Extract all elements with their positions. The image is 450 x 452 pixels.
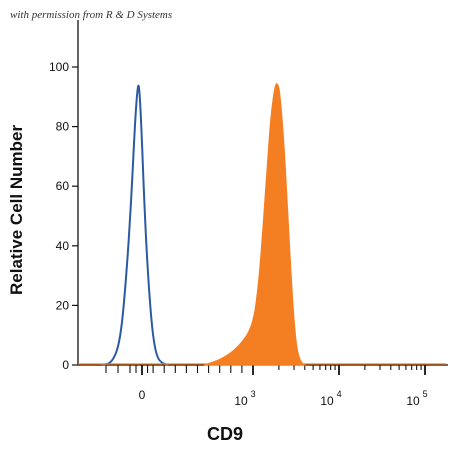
y-tick-label: 40 (56, 239, 70, 253)
x-axis-label: CD9 (206, 424, 243, 444)
y-tick-label: 20 (56, 298, 70, 312)
x-tick-label: 0 (139, 388, 146, 402)
x-tick-label: 10 3 (234, 389, 255, 408)
y-tick-label: 100 (49, 60, 69, 74)
y-tick-label: 0 (62, 358, 69, 372)
series-filled-histogram (204, 83, 307, 366)
y-tick-label: 80 (56, 120, 70, 134)
x-tick-label: 10 4 (320, 389, 341, 408)
series-outline-histogram (99, 84, 171, 367)
y-tick-label: 60 (56, 179, 70, 193)
x-tick-label: 10 5 (406, 389, 427, 408)
watermark: with permission from R & D Systems (10, 9, 173, 21)
